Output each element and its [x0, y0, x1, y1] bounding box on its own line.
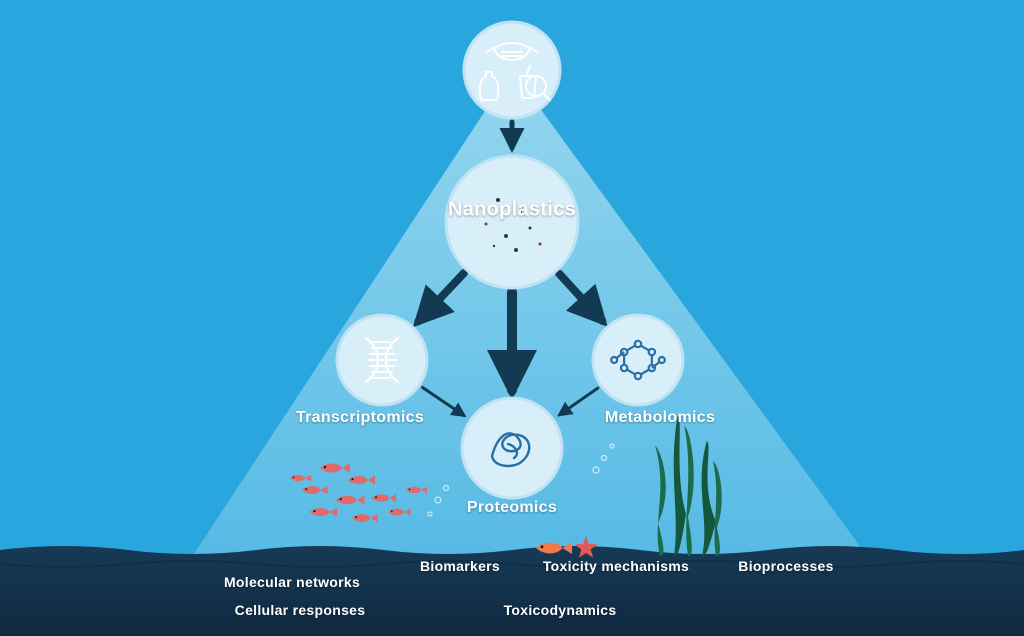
label-proteomics: Proteomics [467, 499, 557, 517]
label-nanoplastics: Nanoplastics [448, 199, 576, 222]
sea-label-0: Molecular networks [224, 574, 360, 590]
sea-label-5: Toxicodynamics [504, 602, 617, 618]
sea-label-2: Toxicity mechanisms [543, 558, 689, 574]
sea-label-1: Biomarkers [420, 558, 500, 574]
label-metabolomics: Metabolomics [605, 409, 715, 427]
scene-svg [0, 0, 1024, 636]
infographic-stage: Nanoplastics Transcriptomics Metabolomic… [0, 0, 1024, 636]
label-transcriptomics: Transcriptomics [296, 409, 424, 427]
sea-label-4: Cellular responses [235, 602, 366, 618]
sea-label-3: Bioprocesses [738, 558, 833, 574]
